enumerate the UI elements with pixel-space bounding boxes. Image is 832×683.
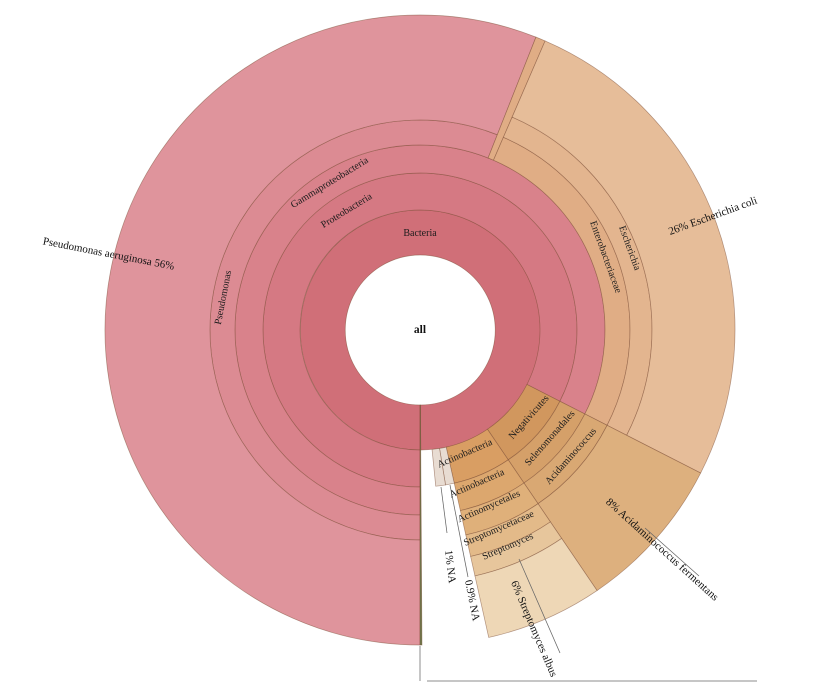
- center-label: all: [414, 324, 426, 336]
- callout-line: [440, 486, 448, 534]
- callout-line: [449, 484, 469, 578]
- ring-label-bacteria: Bacteria: [403, 228, 437, 239]
- wedge-streptomyces-albus[interactable]: [474, 537, 598, 638]
- wedge-na-1-pct[interactable]: [431, 447, 446, 487]
- wedge-escherichia-coli[interactable]: [511, 40, 736, 474]
- callout-line: [644, 527, 700, 577]
- wedge-minor-green-sliver[interactable]: [419, 404, 423, 646]
- callout-line: [518, 558, 561, 654]
- outer-label-na-1-pct: 1% NA: [442, 549, 458, 584]
- wedge-pseudomonas-aeruginosa[interactable]: [104, 14, 537, 646]
